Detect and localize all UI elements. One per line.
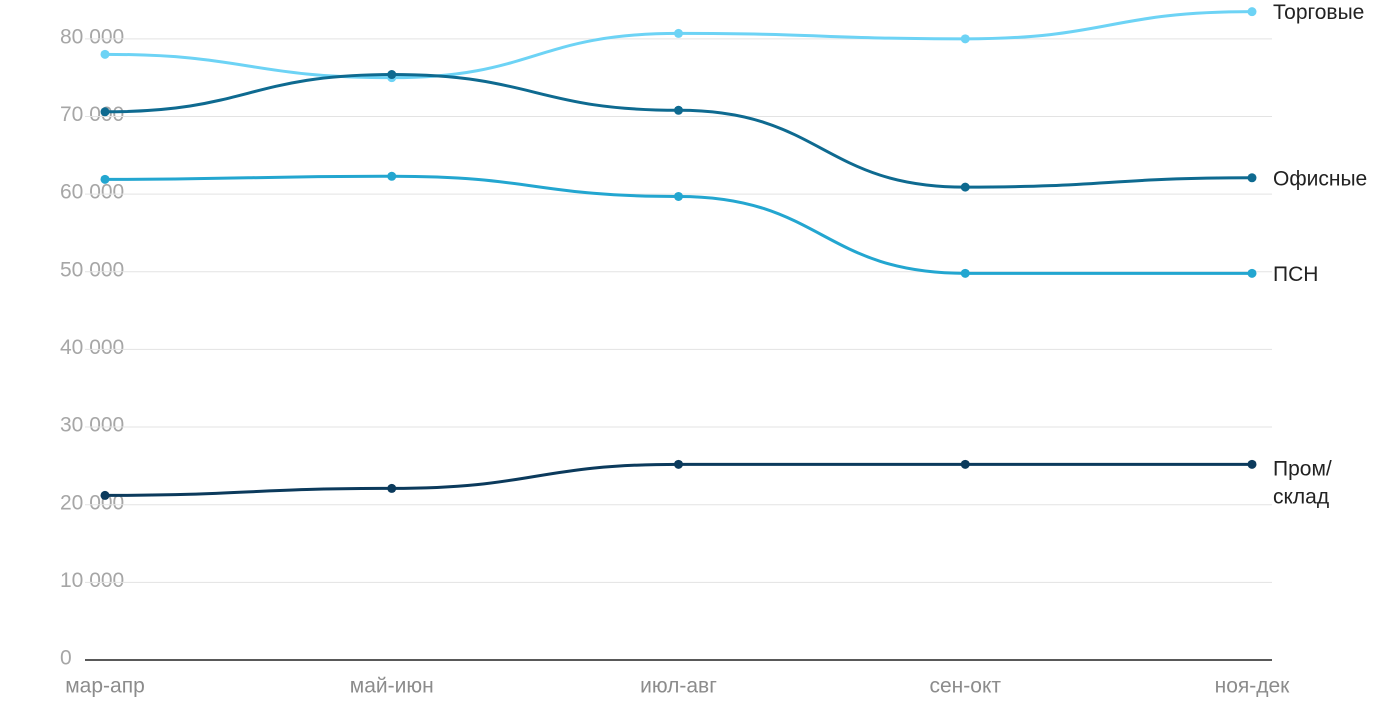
data-point: [1247, 173, 1257, 183]
data-point: [960, 182, 970, 192]
y-tick-label: 80 000: [60, 25, 124, 48]
y-tick-label: 50 000: [60, 258, 124, 281]
y-tick-label: 60 000: [60, 181, 124, 204]
data-point: [387, 171, 397, 181]
series-line: [104, 10, 1253, 80]
x-tick-label: сен-окт: [930, 675, 1002, 698]
legend-label: ПСН: [1273, 263, 1318, 286]
y-tick-label: 40 000: [60, 336, 124, 359]
series-line: [104, 462, 1252, 497]
y-tick-label: 0: [60, 647, 72, 670]
series-line: [104, 174, 1252, 275]
x-tick-label: май-июн: [350, 675, 434, 698]
data-point: [100, 107, 110, 117]
legend-label: Торговые: [1273, 1, 1364, 24]
data-point: [674, 28, 683, 38]
data-point: [100, 49, 110, 59]
data-point: [674, 105, 683, 115]
data-point: [100, 174, 110, 184]
data-point: [960, 459, 970, 469]
y-tick-label: 10 000: [60, 569, 124, 592]
y-tick-label: 30 000: [60, 414, 124, 437]
data-point: [674, 459, 683, 469]
x-tick-label: ноя-дек: [1215, 675, 1291, 698]
y-tick-label: 70 000: [60, 103, 124, 126]
legend-label: Офисные: [1273, 167, 1367, 190]
data-point: [387, 70, 397, 80]
data-point: [674, 191, 683, 201]
legend-label: Пром/склад: [1273, 457, 1332, 508]
x-tick-label: июл-авг: [640, 675, 717, 698]
data-point: [387, 483, 397, 493]
data-point: [960, 268, 970, 278]
data-point: [1247, 7, 1257, 17]
x-tick-label: мар-апр: [65, 675, 145, 698]
series-line: [104, 73, 1253, 189]
data-point: [100, 490, 110, 500]
data-point: [1247, 459, 1257, 469]
data-point: [1247, 268, 1257, 278]
data-point: [960, 34, 970, 44]
